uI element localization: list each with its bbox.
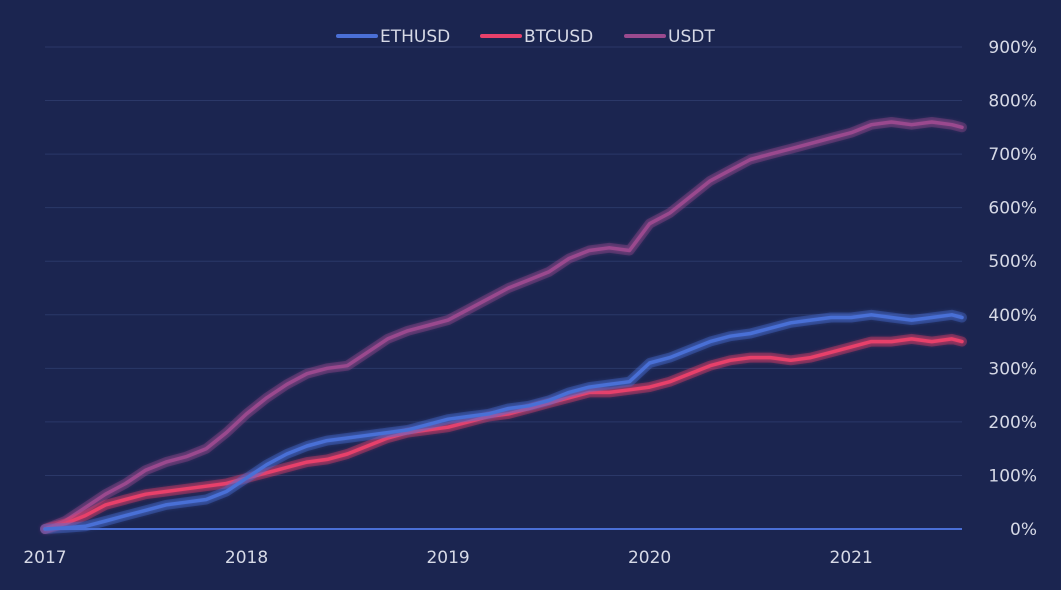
series-line-usdt xyxy=(43,120,964,531)
y-tick-label: 0% xyxy=(1010,520,1037,540)
x-tick-label: 2021 xyxy=(830,548,873,568)
grid-lines xyxy=(45,46,962,476)
y-tick-label: 700% xyxy=(988,145,1037,165)
legend-label-btcusd: BTCUSD xyxy=(524,27,593,47)
y-tick-label: 400% xyxy=(988,306,1037,326)
series-line-btcusd xyxy=(43,337,964,531)
y-tick-label: 300% xyxy=(988,359,1037,379)
y-tick-label: 600% xyxy=(988,199,1037,219)
series-line-ethusd xyxy=(43,313,964,531)
x-tick-label: 2018 xyxy=(225,548,268,568)
y-tick-label: 200% xyxy=(988,413,1037,433)
x-tick-label: 2017 xyxy=(23,548,66,568)
series-lines xyxy=(40,117,967,534)
y-tick-label: 100% xyxy=(988,466,1037,486)
x-tick-label: 2019 xyxy=(426,548,469,568)
y-tick-label: 900% xyxy=(988,38,1037,58)
legend: ETHUSD BTCUSD USDT xyxy=(336,27,715,47)
legend-label-usdt: USDT xyxy=(668,27,715,47)
y-axis-tick-labels: 0% 100% 200% 300% 400% 500% 600% 700% 800% 900% xyxy=(988,38,1037,540)
y-tick-label: 500% xyxy=(988,252,1037,272)
y-tick-label: 800% xyxy=(988,92,1037,112)
x-tick-label: 2020 xyxy=(628,548,671,568)
x-axis-tick-labels: 2017 2018 2019 2020 2021 xyxy=(23,548,872,568)
legend-label-ethusd: ETHUSD xyxy=(380,27,450,47)
